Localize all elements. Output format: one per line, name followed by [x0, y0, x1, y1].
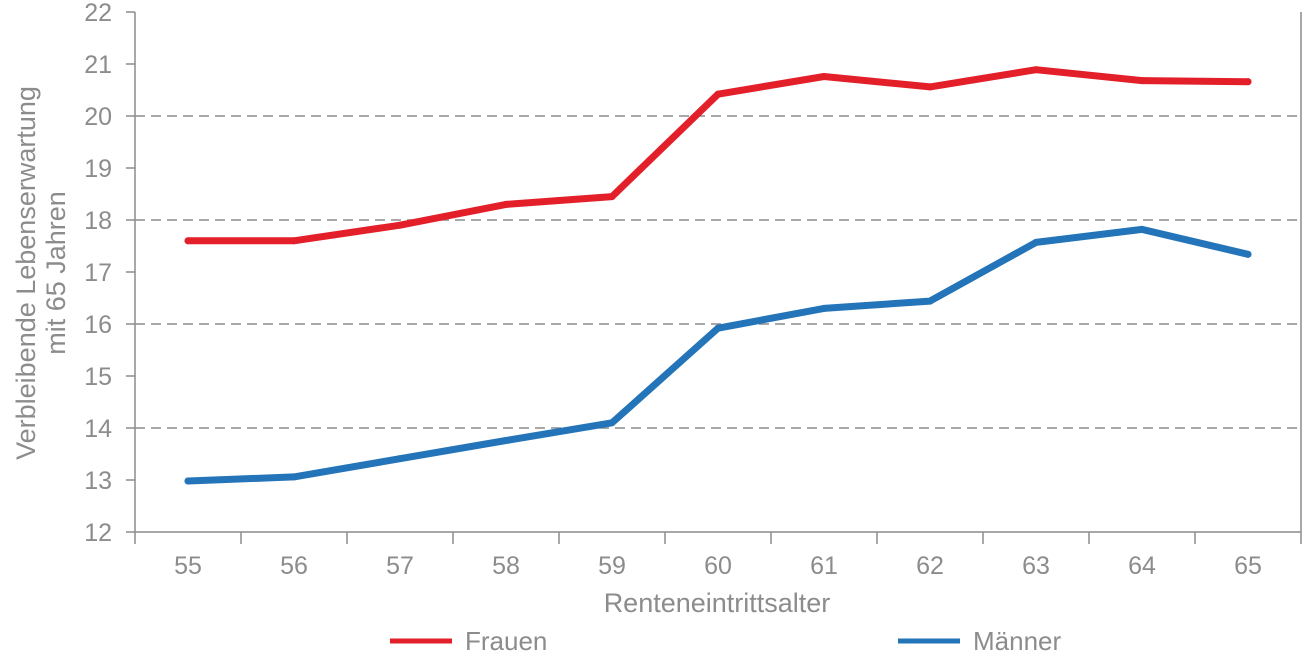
data-point-frauen	[926, 83, 934, 91]
y-tick-label: 22	[84, 0, 112, 27]
data-point-maenner	[714, 324, 722, 332]
x-tick-label: 61	[810, 552, 838, 580]
data-point-maenner	[608, 419, 616, 427]
axes	[134, 12, 1302, 533]
data-point-maenner	[926, 297, 934, 305]
y-tick-label: 12	[84, 519, 112, 547]
data-point-frauen	[184, 237, 192, 245]
y-axis-title: Verbleibende Lebenserwartung mit 65 Jahr…	[11, 86, 71, 460]
x-tick-label: 62	[916, 552, 944, 580]
y-tick-label: 16	[84, 311, 112, 339]
x-tick-label: 58	[492, 552, 520, 580]
data-series	[184, 66, 1252, 485]
data-point-maenner	[820, 304, 828, 312]
y-tick-label: 14	[84, 415, 112, 443]
x-tick-label: 60	[704, 552, 732, 580]
y-tick-label: 15	[84, 363, 112, 391]
data-point-frauen	[608, 193, 616, 201]
y-tick-label: 21	[84, 51, 112, 79]
data-point-frauen	[714, 90, 722, 98]
x-tick-label: 55	[174, 552, 202, 580]
y-axis-title-line-1: Verbleibende Lebenserwartung	[11, 86, 41, 460]
data-point-frauen	[502, 200, 510, 208]
y-axis-title-line-2: mit 65 Jahren	[41, 191, 71, 355]
data-point-maenner	[1138, 225, 1146, 233]
data-point-maenner	[1032, 238, 1040, 246]
data-point-maenner	[1244, 250, 1252, 258]
y-axis-ticks: 12 13 14 15 16 17 18 19 20 21 22	[84, 0, 135, 547]
grid-lines	[135, 115, 1301, 429]
x-axis-ticks: 55 56 57 58 59 60 61 62 63 64 65	[134, 532, 1302, 580]
data-point-maenner	[290, 473, 298, 481]
x-tick-label: 63	[1022, 552, 1050, 580]
x-tick-label: 59	[598, 552, 626, 580]
y-tick-label: 13	[84, 467, 112, 495]
series-line-maenner	[184, 225, 1252, 485]
data-point-maenner	[184, 477, 192, 485]
data-point-maenner	[396, 455, 404, 463]
data-point-frauen	[1032, 66, 1040, 74]
x-tick-label: 64	[1128, 552, 1156, 580]
x-axis-title: Renteneintrittsalter	[604, 588, 831, 618]
x-tick-label: 57	[386, 552, 414, 580]
y-tick-label: 20	[84, 103, 112, 131]
data-point-frauen	[1138, 77, 1146, 85]
y-tick-label: 17	[84, 259, 112, 287]
legend-label-frauen: Frauen	[465, 626, 547, 656]
data-point-frauen	[290, 237, 298, 245]
data-point-frauen	[820, 72, 828, 80]
x-tick-label: 65	[1234, 552, 1262, 580]
legend: Frauen Männer	[390, 626, 1061, 656]
data-point-frauen	[1244, 78, 1252, 86]
data-point-frauen	[396, 221, 404, 229]
data-point-maenner	[502, 436, 510, 444]
x-tick-label: 56	[280, 552, 308, 580]
y-tick-label: 19	[84, 155, 112, 183]
legend-label-maenner: Männer	[973, 626, 1061, 656]
y-tick-label: 18	[84, 207, 112, 235]
